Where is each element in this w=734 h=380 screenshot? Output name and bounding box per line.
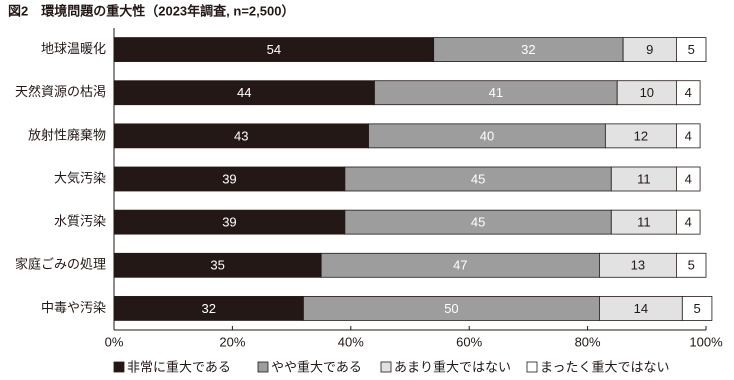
legend-label: まったく重大ではない: [540, 359, 669, 374]
data-label: 4: [685, 171, 692, 186]
data-label: 35: [210, 258, 224, 273]
bar-segment: [113, 37, 435, 62]
y-tick-label: 地球温暖化: [41, 41, 106, 56]
data-label: 44: [237, 85, 251, 100]
data-label: 39: [222, 171, 236, 186]
y-tick-label: 天然資源の枯渇: [15, 84, 106, 99]
bar-segment: [676, 209, 701, 235]
x-tick-label: 0%: [105, 334, 124, 349]
bar-segment: [374, 80, 618, 106]
data-label: 11: [637, 171, 651, 186]
data-label: 32: [521, 42, 535, 57]
x-tick-label: 80%: [575, 334, 601, 349]
data-label: 47: [453, 258, 467, 273]
data-label: 14: [634, 301, 648, 316]
data-label: 32: [201, 301, 215, 316]
legend-label: やや重大である: [271, 359, 362, 374]
bar-segment: [433, 37, 624, 62]
x-tick-label: 60%: [456, 334, 482, 349]
data-label: 45: [471, 215, 485, 230]
data-label: 13: [631, 258, 645, 273]
chart-title: 図2 環境問題の重大性（2023年調査, n=2,500）: [8, 3, 294, 18]
bar-segment: [676, 252, 707, 278]
legend-swatch: [526, 361, 538, 373]
x-tick-label: 100%: [689, 334, 723, 349]
data-label: 45: [471, 171, 485, 186]
y-tick-label: 家庭ごみの処理: [15, 257, 106, 272]
bar-segment: [616, 80, 677, 106]
legend-label: 非常に重大である: [127, 359, 231, 374]
bar-segment: [676, 80, 701, 106]
bar-segment: [113, 296, 304, 321]
legend-swatch: [380, 361, 392, 373]
data-label: 5: [688, 258, 695, 273]
data-label: 4: [685, 128, 692, 143]
bar-segment: [604, 123, 677, 149]
data-label: 10: [640, 85, 654, 100]
data-label: 4: [685, 85, 692, 100]
bar-segment: [344, 209, 612, 235]
y-tick-label: 中毒や汚染: [41, 300, 106, 315]
bar-segment: [610, 209, 677, 235]
bar-segment: [676, 123, 701, 149]
bar-segment: [599, 252, 677, 278]
data-label: 43: [234, 128, 248, 143]
data-label: 41: [489, 85, 503, 100]
y-tick-label: 水質汚染: [54, 214, 106, 229]
data-label: 5: [694, 301, 701, 316]
bar-segment: [676, 37, 707, 62]
data-label: 5: [688, 42, 695, 57]
data-label: 9: [646, 42, 653, 57]
bar-segment: [676, 166, 701, 192]
data-label: 40: [480, 128, 494, 143]
bar-segment: [681, 296, 713, 321]
data-label: 11: [637, 215, 651, 230]
bar-segment: [320, 252, 600, 278]
bar-segment: [599, 296, 683, 321]
bar-segment: [303, 296, 600, 321]
data-label: 54: [267, 42, 281, 57]
legend-swatch: [257, 361, 269, 373]
data-label: 39: [222, 215, 236, 230]
bar-segment: [344, 166, 612, 192]
bar-segment: [113, 166, 346, 192]
data-label: 50: [444, 301, 458, 316]
x-tick-label: 40%: [338, 334, 364, 349]
legend-swatch: [113, 361, 125, 373]
x-tick-label: 20%: [219, 334, 245, 349]
y-tick-label: 放射性廃棄物: [28, 127, 106, 142]
bar-segment: [113, 252, 322, 278]
bar-segment: [610, 166, 677, 192]
y-tick-label: 大気汚染: [54, 170, 106, 185]
legend-label: あまり重大ではない: [394, 359, 511, 374]
bar-segment: [368, 123, 606, 149]
data-label: 12: [634, 128, 648, 143]
data-label: 4: [685, 215, 692, 230]
